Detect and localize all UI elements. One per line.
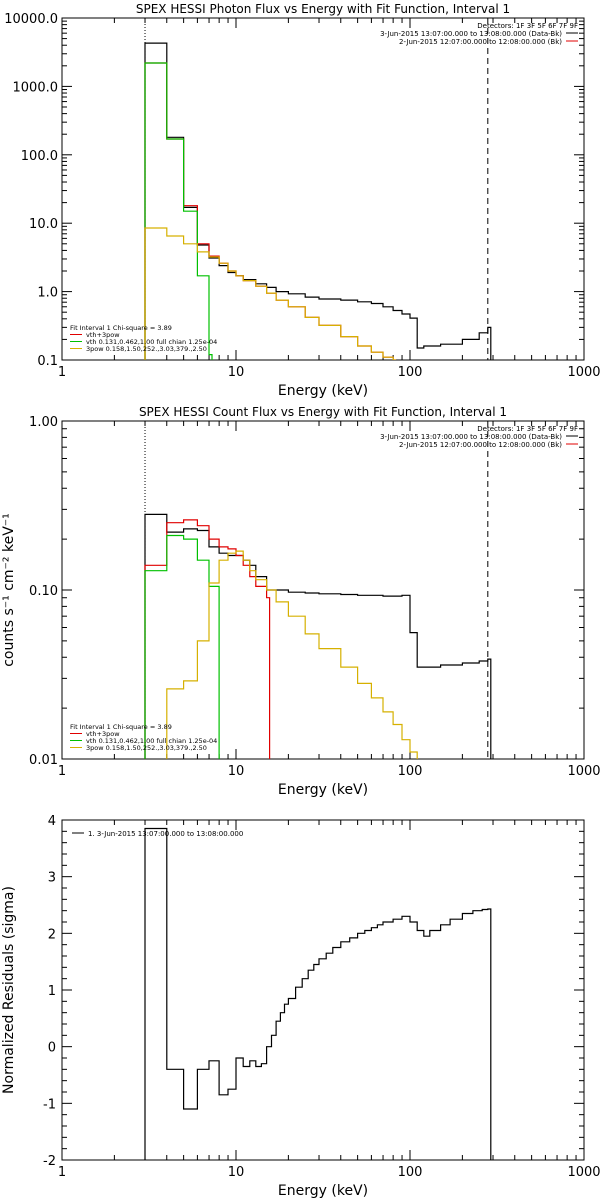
photon-xtick-label: 100 [398, 365, 423, 380]
count-plot-frame [61, 420, 585, 760]
photon-chart-title: SPEX HESSI Photon Flux vs Energy with Fi… [136, 2, 510, 16]
count-series-vth-3pow [144, 519, 271, 759]
count-xtick-label: 1000 [567, 764, 600, 779]
count-ytick-label: 1.00 [29, 415, 58, 430]
photon-fit-line-2: vth 0.131,0.462,1.00 full chian 1.25e-04 [86, 338, 217, 346]
count-fit-line-1: vth+3pow [86, 730, 120, 738]
count-series-vth [144, 534, 223, 759]
count-xaxis-label: Energy (keV) [278, 782, 368, 798]
photon-ytick-label: 1000.0 [13, 80, 59, 95]
photon-series-vth [144, 62, 213, 360]
count-xtick-label: 1 [58, 764, 66, 779]
residual-series-group [144, 827, 492, 1160]
photon-series-vth-3pow [144, 62, 397, 360]
photon-xaxis-label: Energy (keV) [278, 383, 368, 399]
count-fit-line-0: Fit Interval 1 Chi-square = 3.89 [70, 723, 172, 731]
photon-ytick-label: 10.0 [29, 217, 58, 232]
residual-xtick-label: 1 [58, 1165, 66, 1180]
residual-ytick-label: 0 [48, 1041, 56, 1056]
residual-series-residuals [144, 827, 492, 1160]
residual-plot-frame [61, 819, 585, 1161]
photon-ytick-label: 0.1 [37, 354, 58, 369]
photon-fit-line-1: vth+3pow [86, 331, 120, 339]
count-chart-title: SPEX HESSI Count Flux vs Energy with Fit… [139, 405, 507, 419]
photon-ytick-label: 1.0 [37, 286, 58, 301]
count-info-line-2: 2-Jun-2015 12:07:00.000 to 12:08:00.000 … [399, 441, 562, 449]
count-series-3pow [144, 550, 421, 759]
count-ytick-label: 0.10 [29, 584, 58, 599]
photon-series-data-bk [144, 42, 492, 360]
photon-xtick-label: 10 [228, 365, 245, 380]
count-fit-line-2: vth 0.131,0.462,1.00 full chian 1.25e-04 [86, 737, 217, 745]
count-yaxis-label: counts s⁻¹ cm⁻² keV⁻¹ [1, 513, 17, 667]
residual-legend-text: 1. 3-Jun-2015 13:07:00.000 to 13:08:00.0… [88, 830, 243, 838]
count-info-line-1: 3-Jun-2015 13:07:00.000 to 13:08:00.000 … [380, 433, 562, 441]
count-ytick-label: 0.01 [29, 753, 58, 768]
residual-xtick-label: 10 [228, 1165, 245, 1180]
residual-ytick-label: 1 [48, 984, 56, 999]
residual-xtick-label: 1000 [567, 1165, 600, 1180]
count-info-line-0: Detectors: 1F 3F 5F 6F 7F 9F [477, 425, 578, 433]
residual-xaxis-label: Energy (keV) [278, 1183, 368, 1199]
photon-series-3pow [144, 227, 397, 360]
photon-xtick-label: 1 [58, 365, 66, 380]
count-fit-line-3: 3pow 0.158,1.50,252.,3.03,379.,2.50 [86, 744, 207, 752]
count-series-group [144, 513, 492, 759]
photon-info-line-2: 2-Jun-2015 12:07:00.000 to 12:08:00.000 … [399, 38, 562, 46]
residual-ytick-label: 4 [48, 814, 56, 829]
count-series-data-bk [144, 513, 492, 759]
photon-xtick-label: 1000 [567, 365, 600, 380]
photon-ytick-label: 100.0 [21, 149, 58, 164]
photon-fit-line-3: 3pow 0.158,1.50,252.,3.03,379.,2.50 [86, 345, 207, 353]
residual-ytick-label: 2 [48, 927, 56, 942]
residual-ytick-label: 3 [48, 871, 56, 886]
residual-ytick-label: -1 [43, 1097, 56, 1112]
photon-fit-line-0: Fit Interval 1 Chi-square = 3.89 [70, 324, 172, 332]
residual-ytick-label: -2 [43, 1154, 56, 1169]
photon-info-line-0: Detectors: 1F 3F 5F 6F 7F 9F [477, 22, 578, 30]
residual-xtick-label: 100 [398, 1165, 423, 1180]
photon-plot-frame [61, 17, 585, 361]
residual-yaxis-label: Normalized Residuals (sigma) [1, 886, 17, 1094]
photon-info-line-1: 3-Jun-2015 13:07:00.000 to 13:08:00.000 … [380, 30, 562, 38]
count-xtick-label: 100 [398, 764, 423, 779]
photon-ytick-label: 10000.0 [4, 12, 58, 27]
count-xtick-label: 10 [228, 764, 245, 779]
photon-series-group [144, 42, 492, 360]
